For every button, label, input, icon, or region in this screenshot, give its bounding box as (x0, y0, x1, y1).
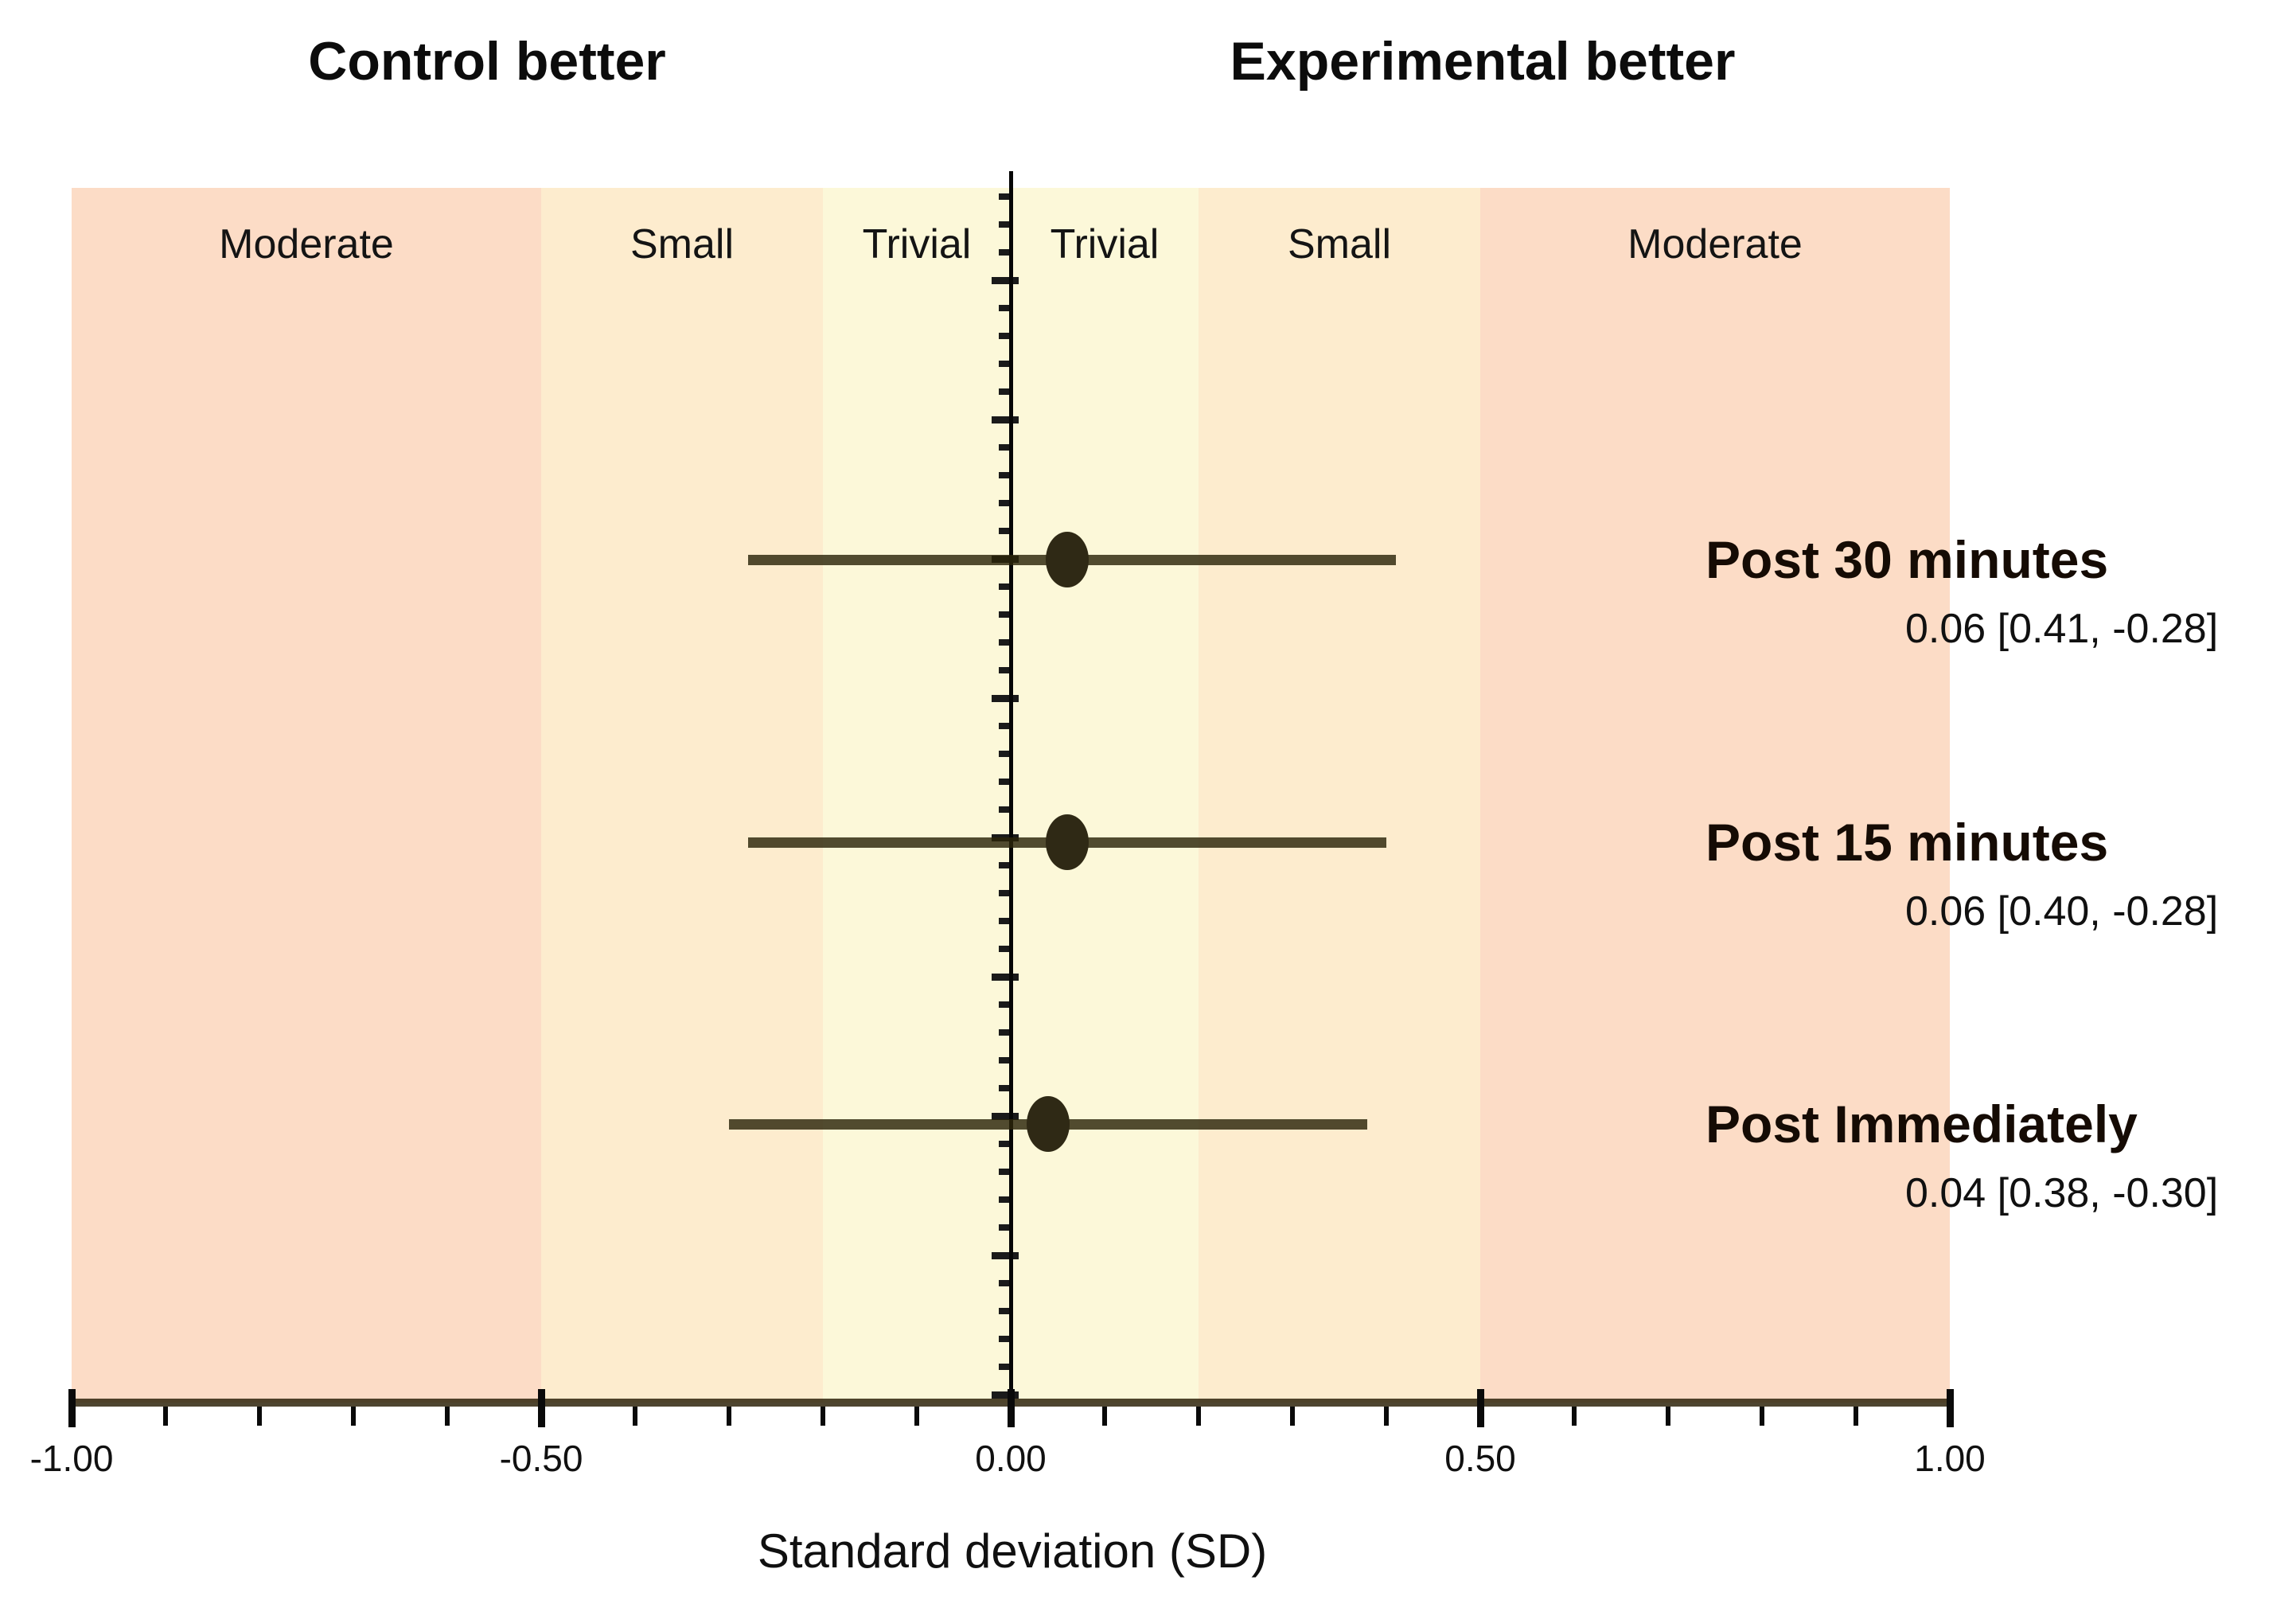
x-axis-minor-tick (351, 1407, 356, 1426)
x-axis-minor-tick (1290, 1407, 1295, 1426)
band-label-trivial-left: Trivial (862, 221, 972, 267)
band-label-small-left: Small (630, 221, 735, 267)
x-axis-major-tick (1476, 1389, 1484, 1427)
x-axis-tick-label: 0.50 (1444, 1438, 1516, 1479)
x-axis-tick-label: -0.50 (499, 1438, 583, 1479)
x-axis-major-tick (537, 1389, 545, 1427)
x-axis-major-tick (68, 1389, 76, 1427)
point-estimate-marker (1027, 1096, 1070, 1152)
header-experimental-better: Experimental better (1230, 31, 1736, 92)
x-axis-minor-tick (1384, 1407, 1389, 1426)
x-axis-minor-tick (163, 1407, 168, 1426)
study-label: Post 15 minutes (1705, 813, 2109, 872)
band-label-small-right: Small (1287, 221, 1392, 267)
x-axis-minor-tick (1666, 1407, 1670, 1426)
x-axis-title: Standard deviation (SD) (757, 1524, 1268, 1578)
x-axis-minor-tick (914, 1407, 919, 1426)
effect-band-small-right (1199, 188, 1480, 1403)
x-axis-minor-tick (727, 1407, 731, 1426)
zero-reference-line (1008, 171, 1013, 1403)
effect-band-trivial-right (1011, 188, 1199, 1403)
study-label: Post 30 minutes (1705, 530, 2109, 589)
x-axis-minor-tick (1102, 1407, 1107, 1426)
x-axis-major-tick (1946, 1389, 1954, 1427)
band-label-trivial-right: Trivial (1050, 221, 1160, 267)
x-axis-minor-tick (1572, 1407, 1577, 1426)
study-label: Post Immediately (1705, 1095, 2138, 1153)
point-estimate-marker (1045, 532, 1089, 587)
effect-band-moderate-right (1480, 188, 1950, 1403)
x-axis-minor-tick (1196, 1407, 1201, 1426)
plot-area: Moderate Small Trivial Trivial Small Moderate (72, 188, 1950, 1403)
header-control-better: Control better (308, 31, 666, 92)
study-estimate-text: 0.04 [0.38, -0.30] (1905, 1170, 2219, 1216)
point-estimate-marker (1045, 814, 1089, 870)
x-axis-tick-label: 0.00 (975, 1438, 1047, 1479)
x-axis-major-tick (1007, 1389, 1015, 1427)
x-axis-minor-tick (445, 1407, 450, 1426)
effect-band-trivial-left (823, 188, 1011, 1403)
x-axis-minor-tick (633, 1407, 637, 1426)
band-label-moderate-right: Moderate (1627, 221, 1803, 267)
x-axis-minor-tick (257, 1407, 262, 1426)
effect-band-moderate-left (72, 188, 541, 1403)
x-axis-tick-label: 1.00 (1914, 1438, 1986, 1479)
effect-band-small-left (541, 188, 823, 1403)
study-estimate-text: 0.06 [0.41, -0.28] (1905, 606, 2219, 652)
study-estimate-text: 0.06 [0.40, -0.28] (1905, 888, 2219, 935)
band-label-moderate-left: Moderate (219, 221, 394, 267)
x-axis-minor-tick (1854, 1407, 1858, 1426)
x-axis-minor-tick (821, 1407, 825, 1426)
x-axis-minor-tick (1760, 1407, 1764, 1426)
x-axis-tick-label: -1.00 (29, 1438, 114, 1479)
